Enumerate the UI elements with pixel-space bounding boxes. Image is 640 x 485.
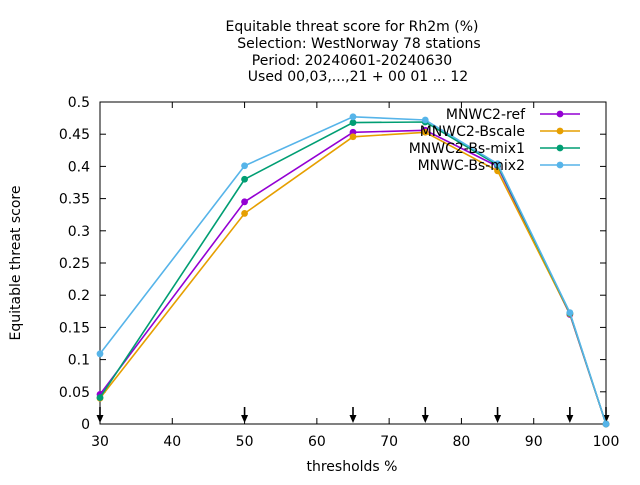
legend-item: MNWC-Bs-mix2 (418, 158, 580, 174)
x-tick-label: 30 (91, 434, 109, 450)
x-tick-label: 100 (593, 434, 620, 450)
threshold-arrow-head (241, 415, 249, 423)
threshold-markers (96, 407, 610, 423)
series-4 (96, 113, 610, 428)
series-point (96, 350, 104, 358)
threshold-arrow (349, 407, 357, 423)
legend-marker (556, 144, 564, 152)
series-point (349, 133, 357, 141)
series-point (349, 113, 357, 121)
legend-label: MNWC2-ref (446, 107, 526, 123)
y-tick-label: 0.35 (59, 192, 90, 208)
threshold-arrow-head (96, 415, 104, 423)
threshold-arrow (494, 407, 502, 423)
y-tick-label: 0.1 (68, 353, 90, 369)
x-tick-label: 60 (308, 434, 326, 450)
x-axis-label: thresholds % (307, 459, 398, 475)
legend-label: MNWC2-Bs-mix1 (409, 141, 525, 157)
series-1 (96, 126, 610, 428)
plot-frame (99, 101, 607, 425)
threshold-arrow (241, 407, 249, 423)
legend-item: MNWC2-Bs-mix1 (409, 141, 580, 157)
series-point (566, 309, 574, 316)
series-lines (96, 113, 610, 428)
x-tick-label: 80 (453, 434, 471, 450)
series-point (421, 128, 429, 136)
title-line-1: Equitable threat score for Rh2m (%) (226, 19, 479, 35)
chart-title: Equitable threat score for Rh2m (%) Sele… (226, 19, 481, 85)
x-tick-label: 90 (525, 434, 543, 450)
axis-ticks: 0 0.05 0.1 0.15 0.2 0.25 0.3 0.35 0.4 0.45 0.5 30 40… (59, 95, 620, 450)
y-tick-label: 0.4 (68, 159, 90, 175)
legend-item: MNWC2-ref (446, 107, 580, 123)
series-line (99, 131, 607, 425)
threshold-arrow-head (349, 415, 357, 423)
title-line-2: Selection: WestNorway 78 stations (237, 36, 480, 52)
series-line (99, 115, 607, 425)
y-tick-label: 0.15 (59, 320, 90, 336)
threshold-arrow (566, 407, 574, 423)
x-tick-label: 70 (380, 434, 398, 450)
threshold-arrow (96, 407, 104, 423)
threshold-arrow-head (566, 415, 574, 423)
y-axis-label: Equitable threat score (8, 186, 24, 341)
series-point (494, 160, 501, 168)
series-point (241, 175, 248, 183)
x-tick-label: 50 (236, 434, 254, 450)
y-tick-label: 0.45 (59, 127, 90, 143)
threshold-arrow-head (494, 415, 502, 423)
title-line-4: Used 00,03,...,21 + 00 01 ... 12 (248, 69, 468, 85)
y-tick-label: 0.3 (68, 224, 90, 240)
y-tick-label: 0.25 (59, 256, 90, 272)
series-point (241, 210, 248, 217)
title-line-3: Period: 20240601-20240630 (252, 53, 452, 69)
series-point (241, 162, 248, 170)
y-tick-label: 0 (81, 417, 90, 433)
y-tick-label: 0.5 (68, 95, 90, 111)
series-point (421, 116, 429, 124)
x-tick-label: 40 (163, 434, 181, 450)
legend-marker (556, 110, 564, 118)
series-point (241, 198, 248, 206)
threshold-arrow (421, 407, 429, 423)
y-tick-label: 0.05 (59, 385, 90, 401)
y-tick-label: 0.2 (68, 288, 90, 304)
series-point (602, 420, 610, 428)
series-point (96, 394, 104, 401)
series-point (349, 119, 357, 127)
series-2 (96, 128, 610, 428)
series-line (99, 129, 607, 425)
legend: MNWC2-refMNWC2-BscaleMNWC2-Bs-mix1MNWC-B… (409, 107, 580, 174)
series-line (99, 121, 607, 425)
legend-label: MNWC-Bs-mix2 (418, 158, 525, 174)
legend-marker (556, 161, 564, 169)
threshold-arrow-head (421, 415, 429, 423)
legend-item: MNWC2-Bscale (420, 124, 580, 140)
legend-marker (556, 127, 564, 135)
legend-label: MNWC2-Bscale (420, 124, 525, 140)
series-3 (96, 118, 610, 428)
